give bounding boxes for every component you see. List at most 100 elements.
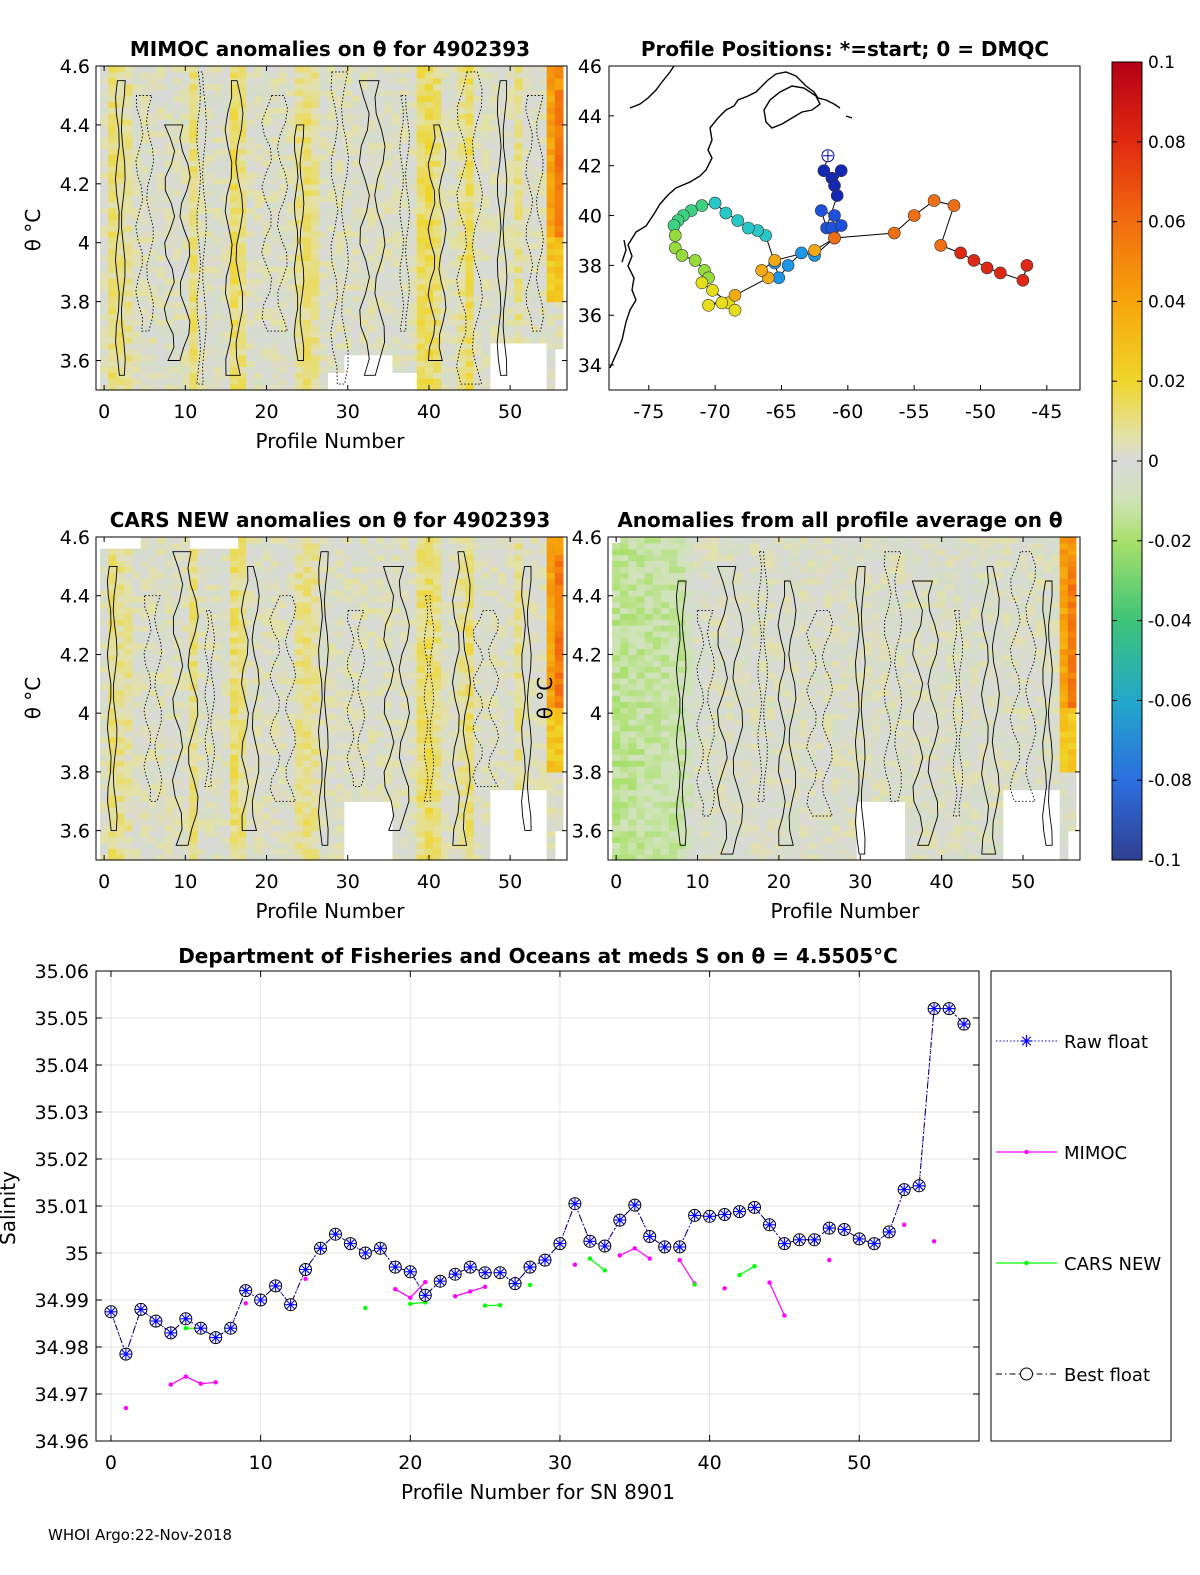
heatmap-cell [457, 307, 467, 314]
heatmap-cell [189, 660, 199, 667]
heatmap-cell [286, 83, 296, 91]
heatmap-cell [351, 537, 361, 544]
heatmap-cell [481, 266, 491, 273]
heatmap-cell [213, 554, 223, 562]
heatmap-cell [359, 195, 369, 203]
heatmap-cell [124, 830, 134, 838]
heatmap-cell [132, 295, 142, 303]
heatmap-cell [230, 83, 239, 91]
heatmap-cell [376, 777, 385, 785]
heatmap-cell [416, 142, 426, 150]
heatmap-cell [311, 548, 320, 556]
heatmap-cell [270, 719, 280, 726]
heatmap-cell [278, 813, 288, 820]
heatmap-cell [262, 207, 272, 214]
heatmap-cell [238, 242, 247, 250]
heatmap-cell [197, 236, 207, 244]
heatmap-cell [311, 219, 320, 226]
heatmap-cell [286, 154, 296, 161]
heatmap-cell [506, 177, 515, 185]
heatmap-cell [473, 119, 483, 126]
heatmap-cell [335, 742, 345, 749]
heatmap-cell [100, 760, 109, 767]
heatmap-cell [262, 219, 272, 226]
heatmap-cell [132, 177, 142, 185]
heatmap-cell [189, 672, 199, 679]
heatmap-cell [465, 378, 475, 385]
heatmap-cell [295, 230, 304, 238]
heatmap-cell [213, 95, 223, 102]
heatmap-cell [205, 854, 215, 861]
heatmap-cell [295, 654, 304, 661]
heatmap-cell [262, 689, 272, 697]
heatmap-cell [108, 278, 117, 285]
heatmap-cell [311, 754, 320, 761]
heatmap-cell [262, 719, 272, 726]
track-point [808, 244, 821, 257]
heatmap-cell [230, 642, 239, 650]
heatmap-cell [278, 254, 288, 261]
heatmap-cell [319, 207, 328, 214]
heatmap-cell [246, 242, 255, 250]
heatmap-cell [108, 366, 117, 373]
heatmap-cell [156, 113, 166, 120]
heatmap-cell [408, 337, 418, 344]
heatmap-cell [156, 766, 166, 773]
heatmap-cell [546, 89, 556, 97]
heatmap-cell [489, 260, 499, 267]
heatmap-cell [498, 225, 507, 232]
heatmap-cell [205, 354, 215, 362]
heatmap-cell [522, 177, 531, 185]
heatmap-cell [238, 378, 247, 385]
heatmap-cell [319, 777, 328, 785]
heatmap-cell [148, 101, 158, 108]
heatmap-cell [295, 748, 304, 755]
heatmap-cell [148, 607, 158, 614]
heatmap-cell [465, 201, 475, 208]
heatmap-cell [368, 584, 377, 591]
heatmap-cell [343, 683, 353, 691]
heatmap-cell [181, 719, 190, 726]
heatmap-cell [197, 172, 207, 179]
heatmap-cell [368, 578, 377, 585]
heatmap-cell [295, 584, 304, 591]
heatmap-cell [319, 648, 328, 656]
heatmap-cell [384, 95, 393, 102]
heatmap-cell [148, 730, 158, 738]
heatmap-cell [473, 154, 483, 161]
heatmap-cell [327, 795, 337, 802]
heatmap-cell [465, 124, 475, 132]
heatmap-cell [230, 848, 239, 855]
heatmap-cell [295, 83, 304, 91]
heatmap-cell [148, 360, 158, 367]
heatmap-cell [132, 207, 142, 214]
heatmap-cell [116, 601, 125, 609]
heatmap-cell [311, 578, 320, 585]
heatmap-cell [286, 284, 296, 291]
heatmap-cell [384, 272, 393, 279]
heatmap-cell [538, 254, 548, 261]
heatmap-cell [530, 77, 540, 85]
heatmap-cell [189, 642, 199, 650]
heatmap-cell [465, 166, 475, 173]
heatmap-cell [100, 342, 109, 350]
heatmap-cell [246, 384, 255, 391]
heatmap-cell [165, 142, 174, 150]
heatmap-cell [116, 142, 125, 150]
heatmap-cell [270, 754, 280, 761]
heatmap-cell [116, 854, 125, 861]
heatmap-cell [359, 636, 369, 644]
heatmap-cell [205, 830, 215, 838]
heatmap-cell [368, 760, 377, 767]
heatmap-cell [156, 713, 166, 720]
heatmap-cell [246, 648, 255, 656]
heatmap-cell [254, 142, 264, 150]
heatmap-cell [376, 201, 385, 208]
heatmap-cell [489, 207, 499, 214]
heatmap-cell [376, 284, 385, 291]
heatmap-cell [132, 713, 142, 720]
heatmap-cell [384, 207, 393, 214]
heatmap-cell [286, 560, 296, 567]
heatmap-cell [100, 337, 109, 344]
heatmap-cell [197, 95, 207, 102]
